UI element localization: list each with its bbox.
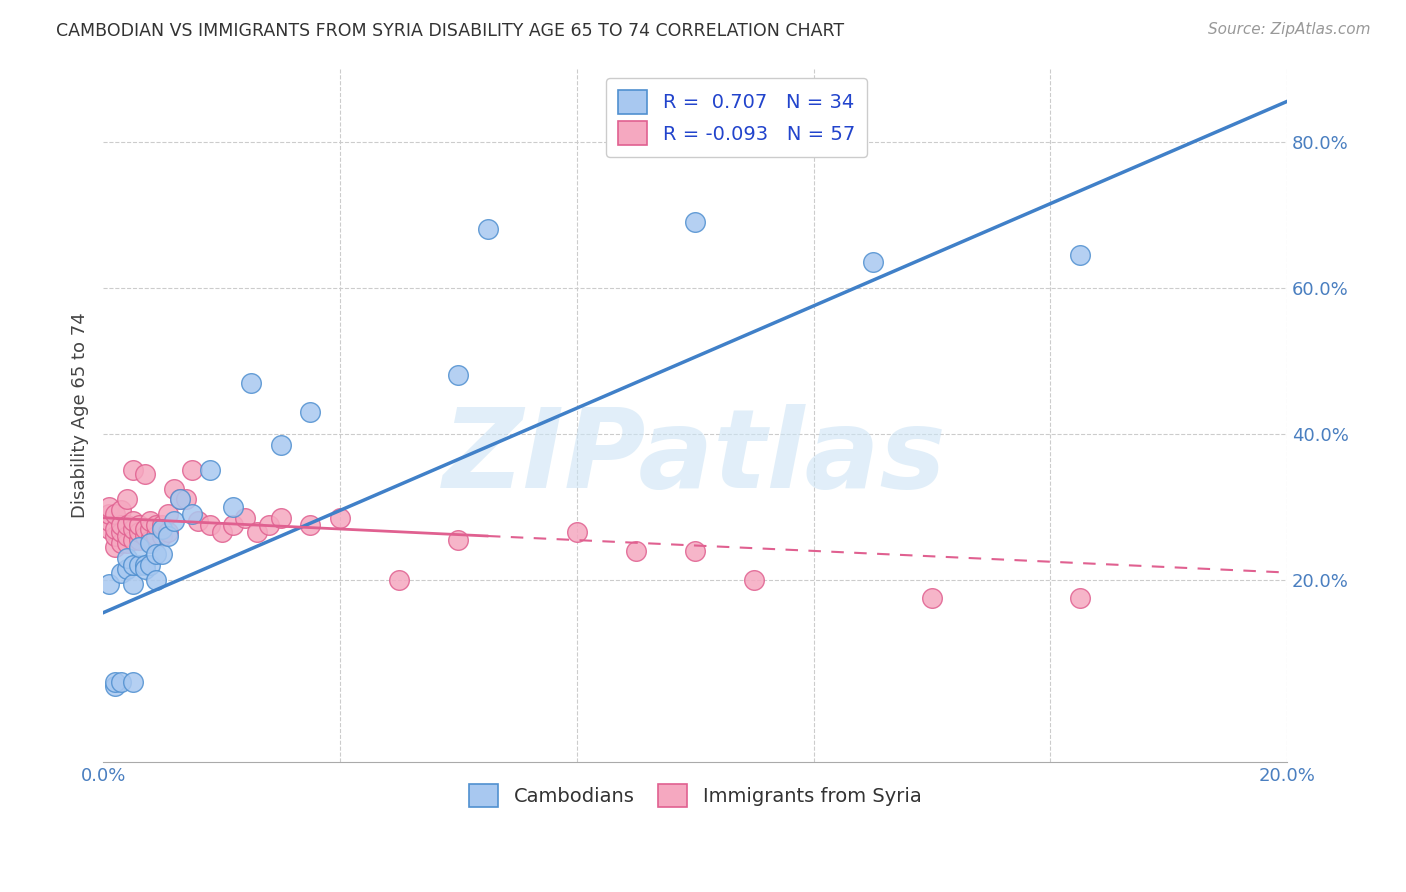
Point [565, 525, 588, 540]
Point [134, 522, 156, 536]
Point [187, 515, 209, 529]
Point [921, 591, 943, 606]
Point [447, 533, 470, 547]
Point [198, 518, 221, 533]
Point [115, 492, 138, 507]
Point [388, 573, 411, 587]
Point [110, 675, 132, 690]
Point [128, 540, 150, 554]
Point [98, 507, 121, 521]
Y-axis label: Disability Age 65 to 74: Disability Age 65 to 74 [72, 312, 89, 518]
Point [198, 463, 221, 477]
Point [233, 510, 256, 524]
Point [157, 525, 180, 540]
Point [150, 529, 173, 543]
Point [447, 368, 470, 383]
Point [257, 518, 280, 533]
Point [181, 507, 204, 521]
Point [121, 558, 143, 573]
Point [104, 522, 127, 536]
Point [624, 543, 647, 558]
Point [128, 558, 150, 573]
Point [139, 522, 162, 536]
Point [134, 529, 156, 543]
Point [104, 679, 127, 693]
Point [115, 550, 138, 565]
Point [181, 463, 204, 477]
Point [145, 518, 167, 533]
Point [211, 525, 233, 540]
Point [299, 405, 322, 419]
Point [121, 463, 143, 477]
Point [98, 576, 121, 591]
Point [139, 536, 162, 550]
Point [128, 518, 150, 533]
Point [174, 492, 197, 507]
Point [1069, 591, 1091, 606]
Point [270, 510, 292, 524]
Point [121, 515, 143, 529]
Point [128, 533, 150, 547]
Point [145, 547, 167, 561]
Point [169, 492, 191, 507]
Point [134, 558, 156, 573]
Point [139, 515, 162, 529]
Point [222, 500, 245, 514]
Point [104, 675, 127, 690]
Point [329, 510, 352, 524]
Point [157, 529, 180, 543]
Point [104, 529, 127, 543]
Point [104, 540, 127, 554]
Point [299, 518, 322, 533]
Point [145, 529, 167, 543]
Point [121, 576, 143, 591]
Point [134, 467, 156, 481]
Point [139, 558, 162, 573]
Point [169, 492, 191, 507]
Point [139, 533, 162, 547]
Point [246, 525, 269, 540]
Point [104, 507, 127, 521]
Point [163, 515, 186, 529]
Point [115, 562, 138, 576]
Point [98, 522, 121, 536]
Point [115, 536, 138, 550]
Point [240, 376, 263, 390]
Point [477, 222, 499, 236]
Point [683, 215, 706, 229]
Point [121, 522, 143, 536]
Point [110, 525, 132, 540]
Point [145, 573, 167, 587]
Point [134, 562, 156, 576]
Point [163, 482, 186, 496]
Point [115, 529, 138, 543]
Point [110, 566, 132, 580]
Point [110, 518, 132, 533]
Point [98, 515, 121, 529]
Text: CAMBODIAN VS IMMIGRANTS FROM SYRIA DISABILITY AGE 65 TO 74 CORRELATION CHART: CAMBODIAN VS IMMIGRANTS FROM SYRIA DISAB… [56, 22, 845, 40]
Point [121, 533, 143, 547]
Text: ZIPatlas: ZIPatlas [443, 404, 948, 510]
Point [1069, 248, 1091, 262]
Point [742, 573, 765, 587]
Point [157, 507, 180, 521]
Point [128, 525, 150, 540]
Point [121, 675, 143, 690]
Point [683, 543, 706, 558]
Point [270, 438, 292, 452]
Point [150, 518, 173, 533]
Point [150, 547, 173, 561]
Point [98, 500, 121, 514]
Point [115, 518, 138, 533]
Point [110, 536, 132, 550]
Point [222, 518, 245, 533]
Point [150, 522, 173, 536]
Point [862, 255, 884, 269]
Text: Source: ZipAtlas.com: Source: ZipAtlas.com [1208, 22, 1371, 37]
Point [110, 503, 132, 517]
Legend: Cambodians, Immigrants from Syria: Cambodians, Immigrants from Syria [461, 776, 929, 815]
